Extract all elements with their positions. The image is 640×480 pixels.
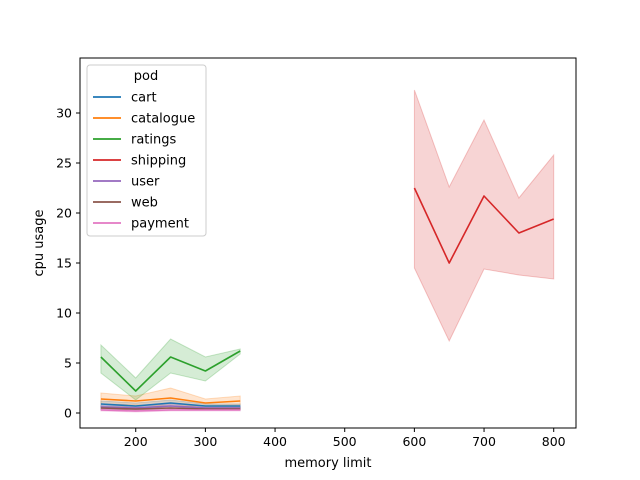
y-axis-label: cpu usage <box>32 209 47 276</box>
y-tick-label: 20 <box>56 206 72 221</box>
legend-item-web: web <box>93 196 158 211</box>
line-web <box>100 407 241 410</box>
plot-frame <box>79 57 577 429</box>
x-axis-label: memory limit <box>284 456 371 471</box>
band-ratings <box>100 338 241 401</box>
line-user <box>100 405 241 409</box>
legend-label: catalogue <box>131 112 195 127</box>
x-tick-label: 200 <box>124 434 148 449</box>
legend-label: cart <box>131 91 157 106</box>
legend-items: cart catalogue ratings shipping user web payme… <box>93 91 195 232</box>
x-tick-label: 600 <box>402 434 426 449</box>
legend-item-shipping: shipping <box>93 154 186 169</box>
line-shipping <box>413 187 554 264</box>
series-lines <box>100 187 554 412</box>
legend-title: pod <box>134 69 158 84</box>
y-tick-label: 25 <box>56 156 72 171</box>
legend-label: shipping <box>131 154 186 169</box>
line-ratings <box>100 350 241 392</box>
legend-item-user: user <box>93 175 160 190</box>
x-tick-label: 700 <box>472 434 496 449</box>
x-axis: 200 300 400 500 600 700 800 <box>124 428 566 449</box>
legend-item-cart: cart <box>93 91 157 106</box>
x-tick-label: 400 <box>263 434 287 449</box>
y-tick-label: 10 <box>56 306 72 321</box>
x-tick-label: 500 <box>333 434 357 449</box>
y-tick-label: 15 <box>56 256 72 271</box>
y-axis: 0 5 10 15 20 25 30 <box>56 106 80 421</box>
line-catalogue <box>100 397 241 404</box>
legend-label: ratings <box>131 133 177 148</box>
band-shipping <box>413 89 555 343</box>
legend-item-payment: payment <box>93 217 189 232</box>
line-cart <box>100 402 241 407</box>
legend-label: user <box>131 175 160 190</box>
legend-item-ratings: ratings <box>93 133 177 148</box>
legend-item-catalogue: catalogue <box>93 112 195 127</box>
legend-box <box>86 64 207 237</box>
x-tick-label: 300 <box>193 434 217 449</box>
x-tick-label: 800 <box>542 434 566 449</box>
legend: pod cart catalogue ratings shipping user web p… <box>86 64 207 237</box>
legend-label: payment <box>131 217 189 232</box>
y-tick-label: 0 <box>64 406 72 421</box>
legend-label: web <box>131 196 158 211</box>
y-tick-label: 5 <box>64 356 72 371</box>
line-payment <box>100 409 241 412</box>
y-tick-label: 30 <box>56 106 72 121</box>
